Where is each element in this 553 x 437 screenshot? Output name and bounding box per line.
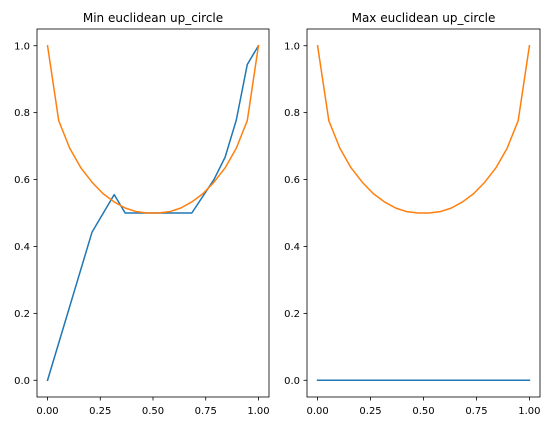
y-tick-label: 0.0 bbox=[284, 376, 300, 387]
x-tick-label: 0.75 bbox=[465, 406, 487, 417]
x-tick-label: 0.50 bbox=[142, 406, 164, 417]
y-tick-label: 0.0 bbox=[14, 376, 30, 387]
subplot-max-euclidean: Max euclidean up_circle 0.00 0.25 0.50 0.75… bbox=[284, 11, 540, 417]
y-tick-label: 0.4 bbox=[284, 242, 300, 253]
y-tick-label: 0.8 bbox=[284, 108, 300, 119]
x-tick-label: 0.25 bbox=[89, 406, 111, 417]
x-tick-label: 0.50 bbox=[412, 406, 434, 417]
chart-title: Max euclidean up_circle bbox=[352, 11, 496, 25]
series-line-2 bbox=[48, 46, 259, 213]
y-tick-label: 0.2 bbox=[14, 309, 30, 320]
chart-title: Min euclidean up_circle bbox=[83, 11, 223, 25]
y-tick-label: 1.0 bbox=[284, 41, 300, 52]
x-tick-label: 1.00 bbox=[518, 406, 540, 417]
x-tick-label: 0.00 bbox=[306, 406, 328, 417]
y-tick-label: 0.6 bbox=[284, 175, 300, 186]
subplot-min-euclidean: Min euclidean up_circle 0.00 0.25 0.50 0.75… bbox=[14, 11, 269, 417]
y-tick-label: 1.0 bbox=[14, 41, 30, 52]
y-tick-label: 0.2 bbox=[284, 309, 300, 320]
y-tick-label: 0.6 bbox=[14, 175, 30, 186]
x-tick-label: 0.25 bbox=[359, 406, 381, 417]
x-tick-label: 1.00 bbox=[247, 406, 269, 417]
y-tick-label: 0.8 bbox=[14, 108, 30, 119]
x-tick-label: 0.75 bbox=[195, 406, 217, 417]
y-tick-label: 0.4 bbox=[14, 242, 30, 253]
x-tick-label: 0.00 bbox=[36, 406, 58, 417]
series-line-2 bbox=[318, 46, 530, 213]
